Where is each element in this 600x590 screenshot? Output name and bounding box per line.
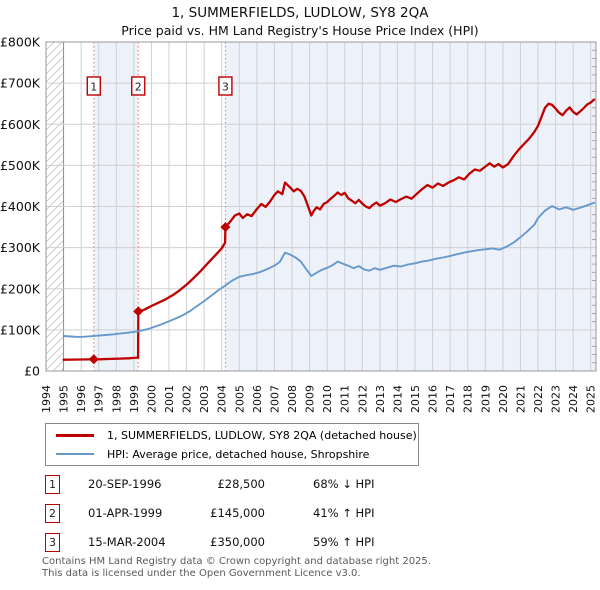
x-tick-label: 2007: [268, 385, 281, 413]
x-tick-label: 2003: [198, 385, 211, 413]
sale-price: £350,000: [210, 535, 265, 549]
x-tick-label: 2002: [181, 385, 194, 413]
x-tick-label: 2022: [532, 385, 545, 413]
sale-vs-hpi: 41% ↑ HPI: [313, 506, 375, 520]
x-tick-label: 1998: [110, 385, 123, 413]
x-tick-label: 1994: [40, 385, 53, 413]
x-tick-label: 2008: [286, 385, 299, 413]
sale-event-label-box-2: [131, 76, 146, 96]
transaction-row: 3 15-MAR-2004 £350,000 59% ↑ HPI: [45, 533, 465, 552]
y-tick-label: £600K: [0, 117, 41, 132]
sale-number-badge: 3: [45, 533, 60, 552]
transaction-row: 2 01-APR-1999 £145,000 41% ↑ HPI: [45, 504, 465, 523]
x-tick-label: 2025: [585, 385, 598, 413]
sale-event-label-box-3: [218, 76, 233, 96]
x-tick-label: 2020: [497, 385, 510, 413]
x-tick-label: 2019: [479, 385, 492, 413]
x-tick-label: 2012: [356, 385, 369, 413]
y-tick-label: £0: [24, 364, 40, 379]
sale-marker-2: [133, 306, 144, 317]
y-tick-label: £300K: [0, 240, 41, 255]
sale-marker-3: [220, 222, 231, 233]
sale-event-label-2: 2: [135, 81, 142, 94]
x-tick-label: 2010: [321, 385, 334, 413]
chart-legend: 1, SUMMERFIELDS, LUDLOW, SY8 2QA (detach…: [45, 423, 419, 466]
sale-number-badge: 1: [45, 475, 60, 494]
property-line-swatch: [56, 433, 94, 437]
footer-line-1: Contains HM Land Registry data © Crown c…: [42, 556, 431, 567]
sale-vs-hpi: 59% ↑ HPI: [313, 535, 375, 549]
sale-marker-1: [88, 354, 99, 365]
sale-vs-hpi: 68% ↓ HPI: [313, 477, 375, 491]
x-tick-label: 1997: [93, 385, 106, 413]
y-tick-label: £500K: [0, 158, 41, 173]
x-tick-label: 2024: [567, 385, 580, 413]
y-tick-label: £800K: [0, 35, 41, 50]
x-tick-label: 2001: [163, 385, 176, 413]
sale-number-badge: 2: [45, 504, 60, 523]
legend-item-hpi: HPI: Average price, detached house, Shro…: [46, 446, 418, 462]
x-tick-label: 2004: [216, 385, 229, 413]
y-tick-label: £100K: [0, 322, 41, 337]
legend-label-property: 1, SUMMERFIELDS, LUDLOW, SY8 2QA (detach…: [107, 428, 417, 442]
x-tick-label: 1996: [75, 385, 88, 413]
transaction-row: 1 20-SEP-1996 £28,500 68% ↓ HPI: [45, 475, 465, 494]
x-tick-label: 2017: [444, 385, 457, 413]
x-tick-label: 2021: [514, 385, 527, 413]
x-tick-label: 2023: [550, 385, 563, 413]
chart-subtitle: Price paid vs. HM Land Registry's House …: [121, 23, 479, 38]
x-tick-label: 2000: [145, 385, 158, 413]
x-tick-label: 1999: [128, 385, 141, 413]
legend-label-hpi: HPI: Average price, detached house, Shro…: [107, 447, 370, 461]
y-tick-label: £400K: [0, 199, 41, 214]
hpi-line-swatch: [56, 452, 94, 456]
chart-title: 1, SUMMERFIELDS, LUDLOW, SY8 2QA: [171, 5, 429, 21]
sale-date: 20-SEP-1996: [88, 477, 162, 491]
x-tick-label: 2011: [339, 385, 352, 413]
legend-item-property: 1, SUMMERFIELDS, LUDLOW, SY8 2QA (detach…: [46, 427, 418, 443]
sale-date: 15-MAR-2004: [88, 535, 166, 549]
sale-price: £145,000: [210, 506, 265, 520]
y-tick-label: £700K: [0, 76, 41, 91]
x-tick-label: 1995: [58, 385, 71, 413]
sale-date: 01-APR-1999: [88, 506, 163, 520]
x-tick-label: 2016: [427, 385, 440, 413]
x-tick-label: 2018: [462, 385, 475, 413]
x-tick-label: 2014: [391, 385, 404, 413]
price-history-chart: 1 2 3 £0 £100K £200K £300K £400K £500K £600K £700K…: [0, 35, 598, 414]
x-tick-label: 2015: [409, 385, 422, 413]
plot-border: [45, 41, 597, 372]
license-footer: Contains HM Land Registry data © Crown c…: [42, 556, 582, 579]
sale-price: £28,500: [217, 477, 265, 491]
sale-event-label-1: 1: [90, 81, 97, 94]
x-tick-label: 2006: [251, 385, 264, 413]
sale-event-label-box-1: [86, 76, 101, 96]
x-tick-label: 2009: [304, 385, 317, 413]
series-line-hpi: [62, 201, 596, 338]
footer-line-2: This data is licensed under the Open Gov…: [42, 567, 361, 579]
series-line-property: [62, 98, 596, 361]
y-tick-label: £200K: [0, 281, 41, 296]
sale-event-label-3: 3: [222, 81, 229, 94]
x-tick-label: 2005: [233, 385, 246, 413]
x-tick-label: 2013: [374, 385, 387, 413]
